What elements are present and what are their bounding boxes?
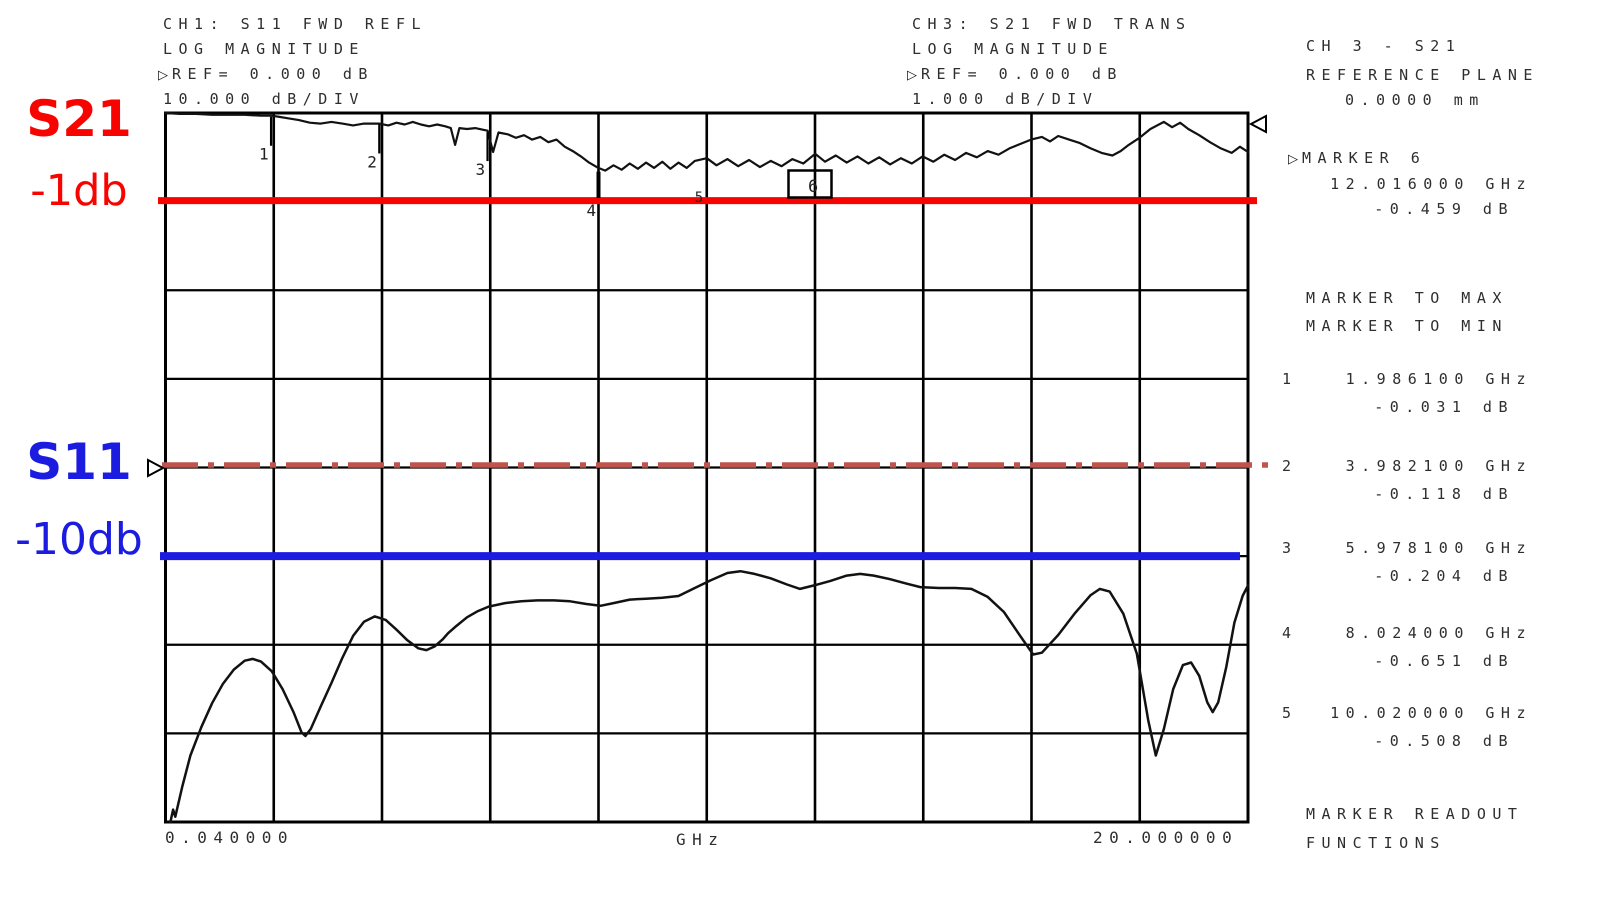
marker-frequency: 1.986100 GHz bbox=[1345, 370, 1532, 388]
marker-tick-label: 4 bbox=[587, 201, 597, 220]
s11-trace bbox=[169, 569, 1250, 824]
marker6-box-label: 6 bbox=[808, 177, 818, 197]
ch3-format: LOG MAGNITUDE bbox=[912, 40, 1114, 58]
marker-level: -0.508 dB bbox=[1374, 732, 1514, 750]
active-marker-freq: 12.016000 GHz bbox=[1330, 175, 1532, 193]
marker-level: -0.204 dB bbox=[1374, 567, 1514, 585]
marker-tick-label: 1 bbox=[259, 145, 269, 164]
marker-tick-label: 5 bbox=[695, 190, 703, 206]
s21-annotation-label: S21 bbox=[26, 90, 132, 148]
panel-reference-plane-value: 0.0000 mm bbox=[1345, 91, 1485, 109]
softkey-marker-to-max[interactable]: MARKER TO MAX bbox=[1306, 289, 1508, 307]
s11-level-annotation: -10db bbox=[15, 514, 143, 565]
ch3-title: CH3: S21 FWD TRANS bbox=[912, 15, 1192, 33]
ch1-ref-position-pointer-icon bbox=[147, 458, 166, 478]
marker-frequency: 5.978100 GHz bbox=[1345, 539, 1532, 557]
s21-trace bbox=[164, 111, 1250, 172]
ch1-ref-value: REF= 0.000 dB bbox=[172, 65, 374, 83]
ch3-ref-value: REF= 0.000 dB bbox=[921, 65, 1123, 83]
active-marker-pointer-icon: ▷ bbox=[1288, 152, 1298, 167]
marker-frequency: 3.982100 GHz bbox=[1345, 457, 1532, 475]
s21-level-annotation: -1db bbox=[30, 166, 128, 216]
panel-channel-title: CH 3 - S21 bbox=[1306, 37, 1462, 55]
panel-reference-plane-label: REFERENCE PLANE bbox=[1306, 66, 1539, 84]
marker-level: -0.118 dB bbox=[1374, 485, 1514, 503]
ch1-ref-line: ▷ REF= 0.000 dB bbox=[158, 66, 374, 83]
marker-frequency: 8.024000 GHz bbox=[1345, 624, 1532, 642]
menu-title-line1: MARKER READOUT bbox=[1306, 805, 1524, 823]
marker-frequency: 10.020000 GHz bbox=[1330, 704, 1532, 722]
ref-pointer-icon: ▷ bbox=[907, 68, 917, 83]
ch1-scale: 10.000 dB/DIV bbox=[163, 90, 365, 108]
ref-pointer-icon: ▷ bbox=[158, 68, 168, 83]
marker-tick-label: 2 bbox=[367, 152, 377, 171]
ch1-format: LOG MAGNITUDE bbox=[163, 40, 365, 58]
active-marker-label: MARKER 6 bbox=[1302, 149, 1427, 167]
marker-number: 1 bbox=[1282, 370, 1298, 388]
ch3-ref-line: ▷ REF= 0.000 dB bbox=[907, 66, 1123, 83]
marker-number: 4 bbox=[1282, 624, 1298, 642]
ch3-scale: 1.000 dB/DIV bbox=[912, 90, 1099, 108]
marker-number: 5 bbox=[1282, 704, 1298, 722]
active-marker-level: -0.459 dB bbox=[1374, 200, 1514, 218]
menu-title-line2: FUNCTIONS bbox=[1306, 834, 1446, 852]
marker-level: -0.031 dB bbox=[1374, 398, 1514, 416]
axis-stop-freq: 20.000000 bbox=[1093, 828, 1239, 847]
marker-tick-label: 3 bbox=[476, 160, 486, 179]
marker-level: -0.651 dB bbox=[1374, 652, 1514, 670]
axis-unit: GHz bbox=[676, 830, 725, 849]
s11-annotation-label: S11 bbox=[26, 433, 132, 491]
active-marker-row: ▷ MARKER 6 bbox=[1288, 150, 1426, 167]
softkey-marker-to-min[interactable]: MARKER TO MIN bbox=[1306, 317, 1508, 335]
marker6-box bbox=[787, 169, 833, 199]
marker-number: 2 bbox=[1282, 457, 1298, 475]
ch3-ref-position-pointer-icon bbox=[1248, 114, 1267, 134]
axis-start-freq: 0.040000 bbox=[165, 828, 295, 847]
ch1-title: CH1: S11 FWD REFL bbox=[163, 15, 428, 33]
marker-number: 3 bbox=[1282, 539, 1298, 557]
